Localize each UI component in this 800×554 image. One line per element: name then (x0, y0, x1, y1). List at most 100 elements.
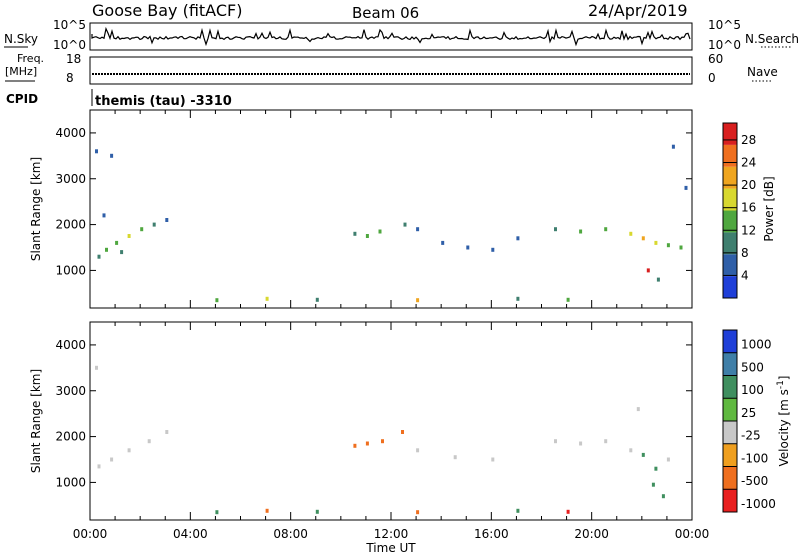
data-point (365, 441, 369, 446)
colorbar-segment (723, 144, 737, 167)
data-point (403, 222, 407, 227)
colorbar-segment (723, 352, 737, 376)
xtick-label: 00:00 (73, 527, 108, 541)
power-ylabel: Slant Range [km] (29, 157, 43, 261)
data-point (110, 153, 114, 158)
data-point (491, 247, 495, 252)
colorbar-frame (722, 122, 738, 299)
xtick-label: 04:00 (173, 527, 208, 541)
colorbar-segment (723, 443, 737, 467)
colorbar-segment (723, 421, 737, 444)
ytick-label: 4000 (55, 126, 86, 140)
data-point (147, 439, 151, 444)
data-point (102, 213, 106, 218)
noise-left-tick-bottom: 10^0 (53, 38, 86, 52)
freq-frame (89, 56, 693, 85)
data-point (679, 245, 683, 250)
data-point (566, 297, 570, 302)
data-point (646, 268, 650, 273)
data-point (140, 227, 144, 232)
noise-right-label: N.Search (745, 32, 799, 46)
colorbar-tick-label: 28 (741, 133, 756, 147)
noise-right-tick-bottom: 10^0 (708, 38, 741, 52)
colorbar-segment (723, 232, 737, 255)
ytick-label: 4000 (55, 338, 86, 352)
data-point (120, 250, 124, 255)
freq-panel: Freq. [MHz] 18 8 60 0 Nave CPID themis (… (5, 52, 778, 109)
data-point (656, 277, 660, 282)
xtick-label: 08:00 (273, 527, 308, 541)
data-point (401, 430, 404, 434)
data-point (381, 439, 384, 444)
power-colorbar-label: Power [dB] (762, 176, 776, 241)
beam-title: Beam 06 (352, 4, 419, 22)
xaxis-label: Time UT (365, 541, 416, 554)
data-point (666, 457, 670, 462)
data-point (115, 240, 119, 245)
data-point (97, 464, 101, 469)
noise-panel: N.Sky 10^5 10^0 10^5 10^0 N.Search (4, 18, 799, 52)
velocity-colorbar: 1000 500 100 25 -25 -100 -500 -1000 (722, 329, 776, 513)
data-point (554, 227, 557, 232)
noise-trace (91, 26, 691, 47)
data-point (516, 508, 520, 513)
data-point (353, 443, 357, 448)
colorbar-segment (723, 330, 737, 353)
data-point (579, 441, 583, 446)
data-point (127, 448, 131, 453)
data-point (453, 455, 457, 460)
velocity-frame (89, 321, 693, 521)
data-point (105, 247, 108, 252)
data-point (353, 231, 357, 236)
freq-label-line1: Freq. (17, 52, 44, 65)
nave-label: Nave (747, 65, 778, 79)
ytick-label: 2000 (55, 218, 86, 232)
freq-right-tick-top: 60 (708, 52, 723, 66)
velocity-ticks: 1000 2000 3000 4000 00:00 04:00 08:00 12:00 16:0… (55, 322, 709, 541)
data-point (215, 298, 219, 303)
colorbar-segment (723, 375, 737, 399)
data-point (666, 243, 670, 248)
xtick-label: 12:00 (374, 527, 409, 541)
colorbar-tick-label: 12 (741, 223, 756, 237)
data-point (554, 439, 557, 444)
xtick-label: 00:00 (675, 527, 710, 541)
colorbar-tick-label: 20 (741, 178, 756, 192)
colorbar-tick-label: 24 (741, 156, 756, 170)
colorbar-segment (723, 466, 737, 490)
power-colorbar: 4 8 12 16 20 24 28 (722, 122, 756, 299)
colorbar-tick-label: -1000 (741, 497, 776, 511)
data-point (165, 430, 169, 434)
colorbar-segment (723, 276, 737, 298)
data-point (152, 222, 156, 227)
colorbar-segment (723, 489, 737, 512)
data-point (671, 144, 675, 149)
data-point (654, 466, 658, 471)
velocity-points (95, 365, 670, 515)
ytick-label: 2000 (55, 430, 86, 444)
data-point (315, 509, 319, 514)
power-frame (89, 109, 693, 309)
data-point (378, 229, 382, 234)
data-point (629, 231, 633, 236)
station-title: Goose Bay (fitACF) (92, 1, 242, 20)
data-point (661, 494, 665, 499)
data-point (491, 457, 495, 462)
data-point (516, 296, 520, 301)
data-point (127, 234, 131, 238)
colorbar-tick-label: 500 (741, 360, 764, 374)
data-point (265, 296, 269, 301)
power-points (95, 144, 688, 303)
data-point (641, 452, 645, 457)
data-point (566, 509, 570, 514)
freq-label-line2: [MHz] (5, 65, 37, 78)
data-point (416, 510, 420, 515)
colorbar-segment (723, 210, 737, 233)
data-point (416, 448, 420, 453)
colorbar-tick-label: -500 (741, 474, 768, 488)
noise-right-tick-top: 10^5 (708, 18, 741, 32)
colorbar-segment (723, 166, 737, 189)
data-point (416, 298, 420, 303)
data-point (636, 407, 640, 412)
